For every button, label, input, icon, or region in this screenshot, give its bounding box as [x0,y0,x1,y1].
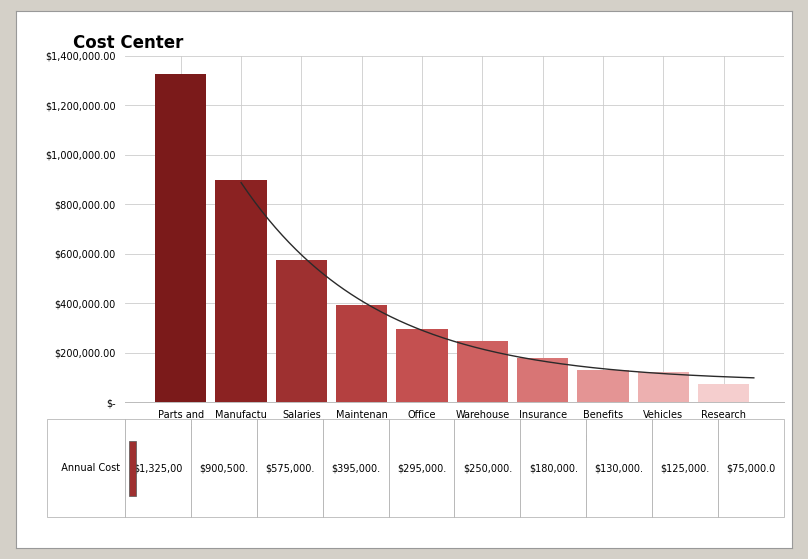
Bar [397,329,448,402]
Bar [578,370,629,402]
Bar [128,440,137,495]
Bar [638,372,689,402]
Bar [698,384,749,402]
Bar [276,260,327,402]
Text: Cost Center: Cost Center [73,34,183,51]
Bar [336,305,387,402]
Bar [517,358,568,402]
Bar [216,179,267,402]
Bar [457,340,508,402]
Bar [155,74,206,402]
